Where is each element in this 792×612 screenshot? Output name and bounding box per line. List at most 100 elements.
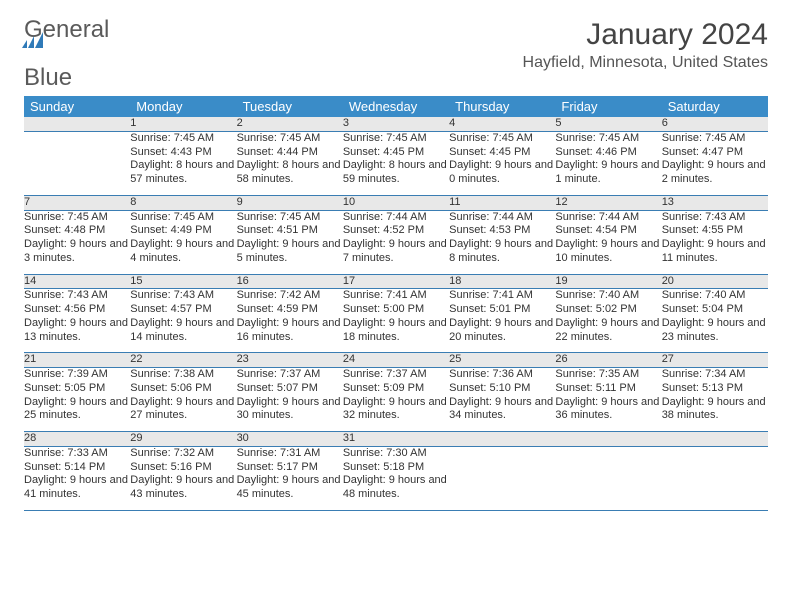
day-cell: Sunrise: 7:45 AMSunset: 4:47 PMDaylight:…	[662, 131, 768, 195]
day-cell: Sunrise: 7:40 AMSunset: 5:04 PMDaylight:…	[662, 289, 768, 353]
day-cell: Sunrise: 7:44 AMSunset: 4:54 PMDaylight:…	[555, 210, 661, 274]
day-number: 5	[555, 117, 661, 131]
daylight-text: Daylight: 8 hours and 57 minutes.	[130, 159, 236, 187]
day-number	[555, 432, 661, 447]
daylight-text: Daylight: 9 hours and 22 minutes.	[555, 317, 661, 345]
month-title: January 2024	[523, 18, 768, 52]
day-number	[662, 432, 768, 447]
day-cell	[24, 131, 130, 195]
daylight-text: Daylight: 9 hours and 16 minutes.	[237, 317, 343, 345]
sunset-text: Sunset: 5:16 PM	[130, 461, 236, 475]
daylight-text: Daylight: 9 hours and 48 minutes.	[343, 474, 449, 502]
day-number: 26	[555, 353, 661, 368]
day-cell: Sunrise: 7:37 AMSunset: 5:07 PMDaylight:…	[237, 368, 343, 432]
day-number: 17	[343, 274, 449, 289]
day-number: 25	[449, 353, 555, 368]
day-cell	[555, 446, 661, 510]
daylight-text: Daylight: 9 hours and 11 minutes.	[662, 238, 768, 266]
day-cell: Sunrise: 7:43 AMSunset: 4:57 PMDaylight:…	[130, 289, 236, 353]
day-cell: Sunrise: 7:34 AMSunset: 5:13 PMDaylight:…	[662, 368, 768, 432]
daylight-text: Daylight: 9 hours and 3 minutes.	[24, 238, 130, 266]
day-number: 3	[343, 117, 449, 131]
day-cell: Sunrise: 7:40 AMSunset: 5:02 PMDaylight:…	[555, 289, 661, 353]
day-cell: Sunrise: 7:45 AMSunset: 4:44 PMDaylight:…	[237, 131, 343, 195]
day-number: 1	[130, 117, 236, 131]
day-number: 31	[343, 432, 449, 447]
sunrise-text: Sunrise: 7:40 AM	[555, 289, 661, 303]
daylight-text: Daylight: 9 hours and 41 minutes.	[24, 474, 130, 502]
sunset-text: Sunset: 4:56 PM	[24, 303, 130, 317]
daynum-row: 14151617181920	[24, 274, 768, 289]
day-cell: Sunrise: 7:35 AMSunset: 5:11 PMDaylight:…	[555, 368, 661, 432]
logo: General Blue	[24, 18, 109, 90]
sunrise-text: Sunrise: 7:39 AM	[24, 368, 130, 382]
sunset-text: Sunset: 4:51 PM	[237, 224, 343, 238]
sunset-text: Sunset: 5:09 PM	[343, 382, 449, 396]
day-cell: Sunrise: 7:37 AMSunset: 5:09 PMDaylight:…	[343, 368, 449, 432]
sunset-text: Sunset: 5:07 PM	[237, 382, 343, 396]
day-number: 13	[662, 195, 768, 210]
sunrise-text: Sunrise: 7:45 AM	[237, 211, 343, 225]
sunrise-text: Sunrise: 7:45 AM	[449, 132, 555, 146]
day-cell: Sunrise: 7:45 AMSunset: 4:45 PMDaylight:…	[343, 131, 449, 195]
daylight-text: Daylight: 8 hours and 58 minutes.	[237, 159, 343, 187]
sunrise-text: Sunrise: 7:37 AM	[343, 368, 449, 382]
daylight-text: Daylight: 9 hours and 18 minutes.	[343, 317, 449, 345]
day-number: 12	[555, 195, 661, 210]
sunset-text: Sunset: 5:05 PM	[24, 382, 130, 396]
daylight-text: Daylight: 9 hours and 32 minutes.	[343, 396, 449, 424]
daylight-text: Daylight: 9 hours and 7 minutes.	[343, 238, 449, 266]
sunrise-text: Sunrise: 7:45 AM	[343, 132, 449, 146]
daylight-text: Daylight: 9 hours and 27 minutes.	[130, 396, 236, 424]
sunrise-text: Sunrise: 7:30 AM	[343, 447, 449, 461]
day-cell: Sunrise: 7:33 AMSunset: 5:14 PMDaylight:…	[24, 446, 130, 510]
day-cell: Sunrise: 7:31 AMSunset: 5:17 PMDaylight:…	[237, 446, 343, 510]
day-header: Sunday	[24, 96, 130, 117]
day-cell: Sunrise: 7:45 AMSunset: 4:46 PMDaylight:…	[555, 131, 661, 195]
daylight-text: Daylight: 9 hours and 4 minutes.	[130, 238, 236, 266]
sunset-text: Sunset: 5:04 PM	[662, 303, 768, 317]
sunset-text: Sunset: 4:43 PM	[130, 146, 236, 160]
day-cell: Sunrise: 7:45 AMSunset: 4:49 PMDaylight:…	[130, 210, 236, 274]
sunset-text: Sunset: 4:45 PM	[449, 146, 555, 160]
sunset-text: Sunset: 5:17 PM	[237, 461, 343, 475]
daylight-text: Daylight: 9 hours and 25 minutes.	[24, 396, 130, 424]
location: Hayfield, Minnesota, United States	[523, 54, 768, 72]
daylight-text: Daylight: 9 hours and 14 minutes.	[130, 317, 236, 345]
sunset-text: Sunset: 5:18 PM	[343, 461, 449, 475]
daylight-text: Daylight: 9 hours and 2 minutes.	[662, 159, 768, 187]
day-header: Wednesday	[343, 96, 449, 117]
sunset-text: Sunset: 4:48 PM	[24, 224, 130, 238]
sunrise-text: Sunrise: 7:43 AM	[130, 289, 236, 303]
sunrise-text: Sunrise: 7:40 AM	[662, 289, 768, 303]
sunrise-text: Sunrise: 7:43 AM	[662, 211, 768, 225]
sunset-text: Sunset: 4:46 PM	[555, 146, 661, 160]
sunset-text: Sunset: 4:59 PM	[237, 303, 343, 317]
sunrise-text: Sunrise: 7:44 AM	[555, 211, 661, 225]
day-cell: Sunrise: 7:44 AMSunset: 4:53 PMDaylight:…	[449, 210, 555, 274]
info-row: Sunrise: 7:39 AMSunset: 5:05 PMDaylight:…	[24, 368, 768, 432]
day-cell: Sunrise: 7:42 AMSunset: 4:59 PMDaylight:…	[237, 289, 343, 353]
sunrise-text: Sunrise: 7:45 AM	[130, 211, 236, 225]
day-cell	[449, 446, 555, 510]
day-cell: Sunrise: 7:30 AMSunset: 5:18 PMDaylight:…	[343, 446, 449, 510]
sunrise-text: Sunrise: 7:41 AM	[343, 289, 449, 303]
sunrise-text: Sunrise: 7:34 AM	[662, 368, 768, 382]
sunset-text: Sunset: 5:02 PM	[555, 303, 661, 317]
day-cell: Sunrise: 7:41 AMSunset: 5:01 PMDaylight:…	[449, 289, 555, 353]
sunset-text: Sunset: 4:57 PM	[130, 303, 236, 317]
title-block: January 2024 Hayfield, Minnesota, United…	[523, 18, 768, 72]
sunset-text: Sunset: 4:54 PM	[555, 224, 661, 238]
day-cell: Sunrise: 7:38 AMSunset: 5:06 PMDaylight:…	[130, 368, 236, 432]
daynum-row: 123456	[24, 117, 768, 131]
day-number	[449, 432, 555, 447]
daylight-text: Daylight: 9 hours and 1 minute.	[555, 159, 661, 187]
day-cell: Sunrise: 7:36 AMSunset: 5:10 PMDaylight:…	[449, 368, 555, 432]
sunrise-text: Sunrise: 7:45 AM	[130, 132, 236, 146]
sunrise-text: Sunrise: 7:45 AM	[662, 132, 768, 146]
sunrise-text: Sunrise: 7:44 AM	[343, 211, 449, 225]
day-number: 29	[130, 432, 236, 447]
day-header-row: Sunday Monday Tuesday Wednesday Thursday…	[24, 96, 768, 117]
calendar-table: Sunday Monday Tuesday Wednesday Thursday…	[24, 96, 768, 511]
day-number: 22	[130, 353, 236, 368]
